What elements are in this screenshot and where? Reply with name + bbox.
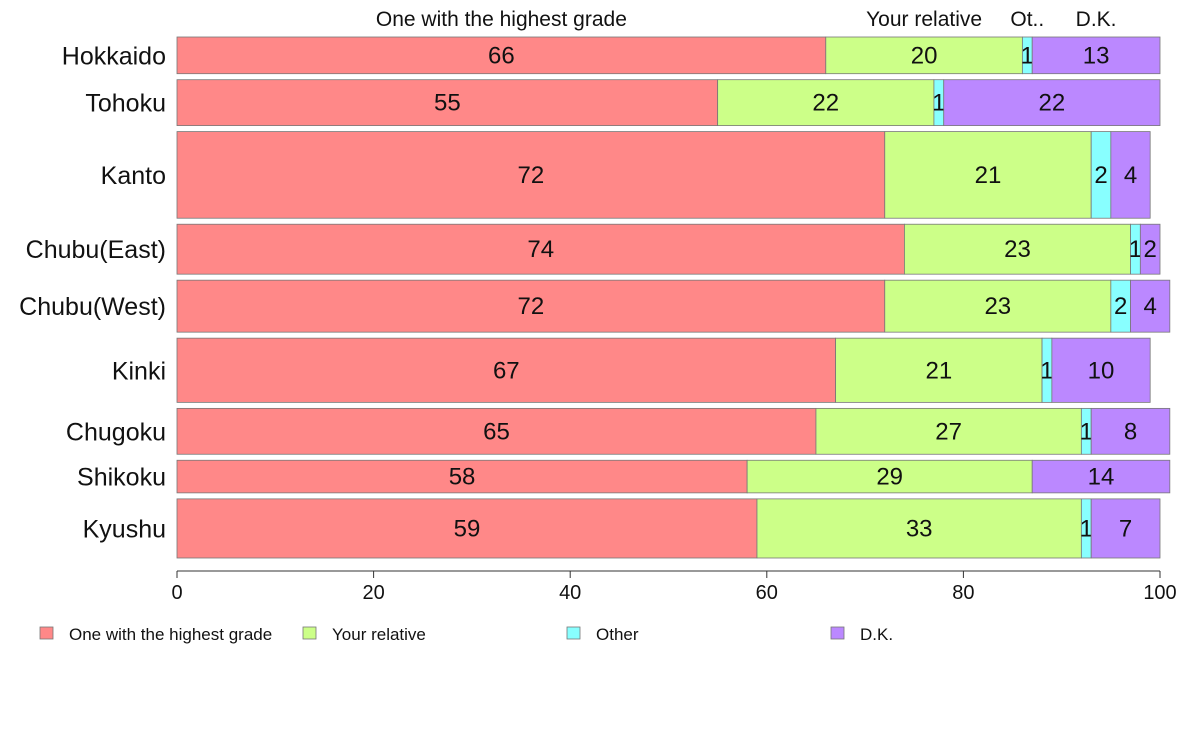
bar-segment [176, 79, 719, 126]
data-label: 2 [1114, 293, 1127, 320]
data-label: 23 [984, 293, 1011, 320]
data-label: 21 [925, 357, 952, 384]
top-series-label: Your relative [866, 8, 982, 31]
data-label: 33 [906, 515, 933, 542]
x-tick-label: 20 [362, 582, 384, 604]
category-label: Chugoku [66, 418, 166, 446]
category-label: Kyushu [83, 515, 166, 543]
legend-label: One with the highest grade [69, 625, 272, 644]
data-label: 2 [1094, 162, 1107, 189]
data-label: 22 [812, 90, 839, 117]
data-label: 8 [1124, 418, 1137, 445]
bar-segment [717, 79, 935, 126]
bar-segment [884, 131, 1092, 219]
bar-segment [1130, 279, 1171, 333]
data-label: 72 [518, 162, 545, 189]
data-label: 4 [1124, 162, 1137, 189]
bar-segment [176, 498, 758, 559]
data-label: 65 [483, 418, 510, 445]
legend-label: Your relative [332, 625, 426, 644]
legend-label: D.K. [860, 625, 893, 644]
x-tick-label: 100 [1143, 582, 1176, 604]
data-label: 1 [932, 90, 945, 117]
legend-swatch [302, 626, 317, 640]
data-label: 23 [1004, 236, 1031, 263]
bar-segment [815, 407, 1082, 455]
bar-segment [1031, 459, 1171, 494]
bar-segment [176, 223, 905, 275]
data-label: 29 [876, 464, 903, 491]
category-label: Chubu(East) [26, 236, 166, 264]
bar-segment [1139, 223, 1161, 275]
bar-segment [825, 36, 1023, 75]
bar-segment [904, 223, 1131, 275]
x-tick-label: 80 [952, 582, 974, 604]
bar-segment [746, 459, 1033, 494]
bar-segment [176, 279, 886, 333]
bar-segment [884, 279, 1112, 333]
top-series-label: One with the highest grade [376, 8, 627, 31]
bar-segment [1051, 337, 1151, 403]
category-label: Kanto [101, 162, 166, 190]
bar-segment [1110, 131, 1151, 219]
bar-segment [1090, 498, 1161, 559]
bar-segment [1031, 36, 1161, 75]
data-label: 2 [1143, 236, 1156, 263]
bar-segment [756, 498, 1082, 559]
data-label: 66 [488, 42, 515, 69]
data-label: 1 [1021, 42, 1034, 69]
legend-swatch [566, 626, 581, 640]
data-label: 72 [518, 293, 545, 320]
top-series-label: Ot.. [1010, 8, 1044, 31]
x-tick-label: 0 [171, 582, 182, 604]
legend-swatch [39, 626, 54, 640]
data-label: 1 [1129, 236, 1142, 263]
legend-swatch [830, 626, 845, 640]
category-label: Chubu(West) [19, 293, 166, 321]
data-label: 13 [1083, 42, 1110, 69]
data-label: 14 [1088, 464, 1115, 491]
data-label: 67 [493, 357, 520, 384]
data-label: 1 [1040, 357, 1053, 384]
data-label: 10 [1088, 357, 1115, 384]
bar-segment [1090, 407, 1171, 455]
bar-segment [176, 36, 827, 75]
data-label: 4 [1143, 293, 1156, 320]
legend-label: Other [596, 625, 639, 644]
data-label: 22 [1039, 90, 1066, 117]
data-label: 27 [935, 418, 962, 445]
data-label: 1 [1080, 418, 1093, 445]
data-label: 20 [911, 42, 938, 69]
data-label: 21 [975, 162, 1002, 189]
bar-segment [176, 459, 748, 494]
data-label: 59 [454, 515, 481, 542]
bar-segment [176, 407, 817, 455]
data-label: 55 [434, 90, 461, 117]
x-tick-label: 60 [756, 582, 778, 604]
data-label: 74 [527, 236, 554, 263]
data-label: 1 [1080, 515, 1093, 542]
bar-segment [176, 337, 837, 403]
data-label: 58 [449, 464, 476, 491]
category-label: Kinki [112, 357, 166, 385]
category-label: Shikoku [77, 464, 166, 492]
data-label: 7 [1119, 515, 1132, 542]
category-label: Hokkaido [62, 42, 166, 70]
x-tick-label: 40 [559, 582, 581, 604]
top-series-label: D.K. [1076, 8, 1117, 31]
bar-segment [943, 79, 1161, 126]
category-label: Tohoku [85, 90, 166, 118]
bar-segment [176, 131, 886, 219]
